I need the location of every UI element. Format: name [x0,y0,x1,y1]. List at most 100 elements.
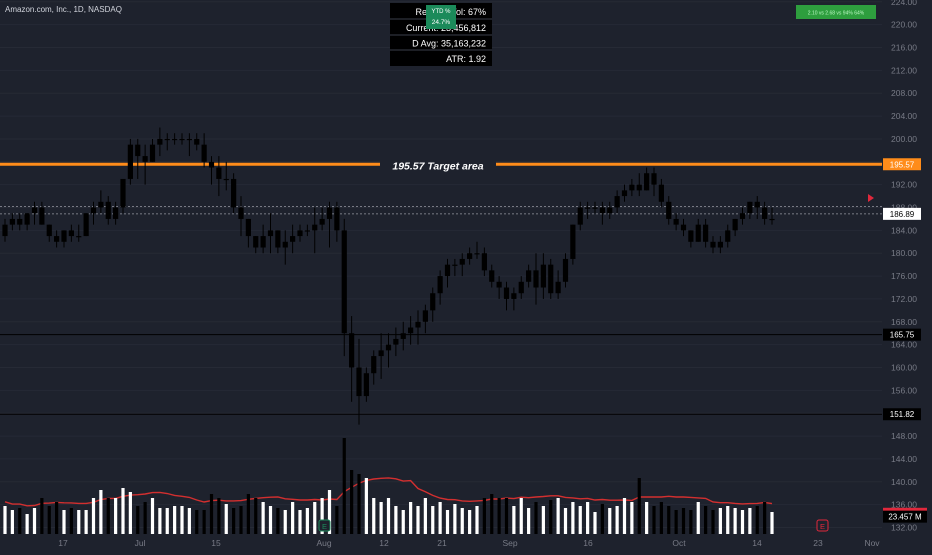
volume-bar [409,502,413,534]
volume-bar [674,510,678,534]
candle-up [267,230,274,237]
volume-bar [121,488,125,534]
candle-up [83,213,89,237]
volume-bar [158,508,162,534]
volume-bar [637,478,641,534]
volume-bar [468,510,472,534]
candle-up [378,350,384,357]
candle-down [245,218,251,237]
candle-up [739,213,746,219]
volume-bar [217,498,221,534]
candle-down [503,287,510,299]
time-tick-label: Nov [864,538,880,548]
volume-bar [681,508,686,534]
candle-up [459,258,465,265]
volume-bar [342,438,346,534]
volume-bar [276,508,280,534]
candle-up [717,241,723,248]
candle-down [253,236,259,248]
volume-bar [84,510,88,534]
volume-bar [254,498,258,534]
volume-bar [726,506,730,534]
candle-up [526,270,532,282]
target-label-bg [380,158,496,173]
price-tick-label: 132.00 [891,523,917,533]
candle-up [120,178,126,208]
candle-down [194,138,200,145]
price-tick-label: 184.00 [891,225,917,235]
volume-bar [534,502,538,534]
volume-bar [261,502,265,534]
candle-up [260,236,266,248]
candle-up [769,218,775,221]
earnings-marker-past[interactable] [318,519,331,532]
candle-up [363,373,369,397]
volume-last-label: 23.457 M [888,513,922,522]
volume-bar [372,498,376,534]
candle-down [703,224,709,242]
price-tick-label: 148.00 [891,431,917,441]
volume-bar [10,510,14,534]
candle-up [98,201,104,208]
candle-down [208,161,215,168]
volume-bar [541,506,545,534]
candle-down [349,333,355,368]
candle-up [223,178,229,181]
candle-up [747,201,753,214]
ytd-badge [426,5,456,29]
volume-bar [99,490,103,534]
volume-bar [445,510,450,534]
price-tick-label: 168.00 [891,317,917,327]
candle-up [371,356,377,374]
candle-up [312,224,318,231]
candle-down [489,270,495,282]
candle-down [533,270,539,288]
candle-down [673,218,679,225]
candle-up [725,230,731,242]
green-info-box [796,5,876,19]
volume-bar [423,498,427,534]
time-tick-label: Oct [672,538,686,548]
candle-up [614,196,620,208]
volume-bar [114,498,118,534]
volume-bar [482,498,486,534]
volume-bar [106,498,110,534]
candle-down [334,207,340,231]
candle-down [201,144,207,162]
candle-up [562,258,569,282]
earnings-marker-upcoming[interactable] [816,519,829,532]
volume-bar [25,514,29,534]
average-volume: D Avg: 35,163,232 [412,39,486,49]
time-tick-label: 16 [583,538,593,548]
price-tick-label: 172.00 [891,294,917,304]
price-tick-label: 164.00 [891,340,917,350]
candle-up [592,207,598,209]
candle-up [408,327,414,334]
volume-bar [268,506,273,534]
price-tick-label: 200.00 [891,134,917,144]
volume-bar [47,506,51,534]
candle-down [216,167,222,179]
volume-bar [549,500,553,534]
candle-down [341,230,347,334]
candle-up [172,138,178,141]
volume-bar [357,474,361,534]
volume-bar [202,510,206,534]
time-tick-label: 14 [752,538,762,548]
volume-bar [136,506,140,534]
candle-down [68,230,74,237]
volume-bar [704,506,708,534]
price-tick-label: 180.00 [891,248,917,258]
earnings-marker-upcoming-label: E [820,522,825,531]
candle-up [474,253,480,255]
price-tick-label: 176.00 [891,271,917,281]
volume-bar [246,494,250,534]
level-price-tag [883,408,921,421]
candle-up [24,213,30,225]
volume-bar [600,504,604,534]
ytd-label: YTD % [431,9,451,15]
price-tick-label: 208.00 [891,88,917,98]
candle-down [275,230,281,248]
